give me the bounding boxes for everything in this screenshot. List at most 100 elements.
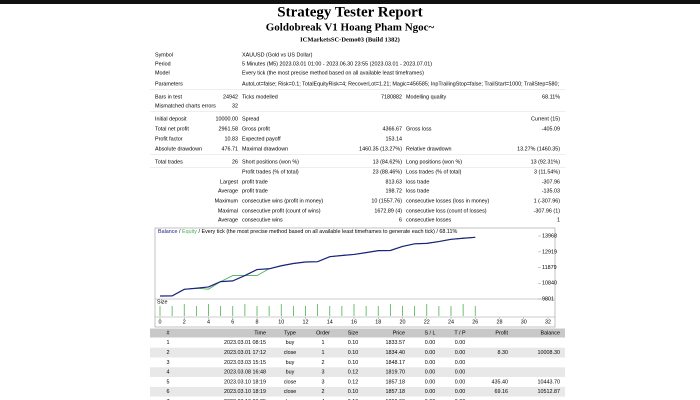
summary-cell: 476.71 bbox=[222, 146, 239, 152]
summary-cell: Every tick (the most precise method base… bbox=[242, 70, 424, 76]
summary-cell: 7180882 bbox=[381, 94, 402, 100]
table-cell: 2023.03.08 16:48 bbox=[224, 370, 266, 376]
table-cell: 0.00 bbox=[455, 389, 466, 395]
table-cell: 0.00 bbox=[455, 350, 466, 356]
summary-cell: Short positions (won %) bbox=[242, 159, 299, 165]
summary-cell: Ticks modelled bbox=[242, 94, 278, 100]
summary-cell: Profit factor bbox=[155, 136, 183, 142]
summary-cell: Bars in test bbox=[155, 94, 182, 100]
summary-cell: Gross profit bbox=[242, 126, 270, 132]
legend-entry: Equity bbox=[182, 229, 197, 235]
table-cell: 3 bbox=[167, 360, 170, 366]
table-cell: 0.00 bbox=[425, 360, 436, 366]
table-cell: 1834.40 bbox=[386, 350, 406, 356]
summary-cell: Maximum bbox=[215, 198, 239, 204]
summary-cell: 68.11% bbox=[542, 94, 560, 100]
x-tick-label: 18 bbox=[375, 319, 381, 325]
table-cell: buy bbox=[286, 340, 295, 346]
summary-cell: 813.63 bbox=[386, 179, 403, 185]
table-cell: 10443.70 bbox=[538, 379, 560, 385]
summary-cell: 6 bbox=[399, 217, 402, 223]
table-cell: 0.00 bbox=[455, 379, 466, 385]
table-cell: 0.00 bbox=[425, 340, 436, 346]
table-cell: 0.00 bbox=[425, 379, 436, 385]
summary-cell: -405.09 bbox=[542, 126, 560, 132]
summary-cell: 5 Minutes (M5) 2023.03.01 01:00 - 2023.0… bbox=[242, 61, 432, 67]
table-header-bg bbox=[150, 328, 565, 338]
summary-cell: Maximal bbox=[218, 208, 238, 214]
summary-cell: 1 bbox=[557, 217, 560, 223]
summary-cell: Gross loss bbox=[406, 126, 432, 132]
table-cell: 1 bbox=[322, 340, 325, 346]
x-tick-label: 22 bbox=[424, 319, 430, 325]
table-cell: 2023.03.03 15:15 bbox=[224, 360, 266, 366]
x-tick-label: 32 bbox=[545, 319, 551, 325]
summary-cell: loss trade bbox=[406, 179, 429, 185]
y-tick-label: 13968 bbox=[542, 233, 557, 239]
table-cell: 2 bbox=[167, 350, 170, 356]
summary-cell: Maximal drawdown bbox=[242, 146, 288, 152]
summary-cell: Average bbox=[218, 217, 238, 223]
table-cell: 0.12 bbox=[348, 370, 359, 376]
table-header-cell: Price bbox=[393, 330, 405, 336]
table-header-cell: T / P bbox=[454, 330, 466, 336]
table-header-cell: Size bbox=[348, 330, 359, 336]
summary-cell: Initial deposit bbox=[155, 116, 187, 122]
table-cell: 0.12 bbox=[348, 379, 359, 385]
summary-cell: profit trade bbox=[242, 179, 268, 185]
table-cell: 5 bbox=[167, 379, 170, 385]
table-cell: buy bbox=[286, 360, 295, 366]
legend: Balance / Equity / Every tick (the most … bbox=[158, 229, 457, 235]
summary-cell: profit trade bbox=[242, 188, 268, 194]
summary-cell: Relative drawdown bbox=[406, 146, 452, 152]
x-tick-label: 30 bbox=[521, 319, 527, 325]
summary-cell: Symbol bbox=[155, 52, 173, 58]
table-row-bg bbox=[150, 377, 565, 387]
summary-cell: -307.96 (1) bbox=[534, 208, 561, 214]
summary-cell: Long positions (won %) bbox=[406, 159, 462, 165]
table-row-bg bbox=[150, 386, 565, 397]
summary-cell: -135.03 bbox=[542, 188, 560, 194]
table-cell: 2023.03.01 17:12 bbox=[224, 350, 266, 356]
summary-cell: 32 bbox=[232, 103, 238, 109]
table-cell: 3 bbox=[322, 370, 325, 376]
table-cell: 1 bbox=[322, 350, 325, 356]
summary-cell: 1460.35 (13.27%) bbox=[359, 146, 402, 152]
table-cell: 69.16 bbox=[495, 389, 509, 395]
table-cell: 6 bbox=[167, 389, 170, 395]
table-cell: 1857.18 bbox=[386, 379, 406, 385]
legend-sep: / bbox=[177, 229, 182, 235]
summary-cell: Modelling quality bbox=[406, 94, 446, 100]
table-row-bg bbox=[150, 367, 565, 378]
summary-cell: Expected payoff bbox=[242, 136, 281, 142]
summary-cell: 26 bbox=[232, 159, 238, 165]
summary-cell: 1672.89 (4) bbox=[374, 208, 402, 214]
summary-cell: 3 (11.54%) bbox=[534, 169, 560, 175]
table-cell: 2 bbox=[322, 360, 325, 366]
summary-cell: 23 (88.46%) bbox=[373, 169, 403, 175]
table-header-cell: Balance bbox=[541, 330, 560, 336]
table-cell: 2023.03.01 08:15 bbox=[224, 340, 266, 346]
summary-cell: Spread bbox=[242, 116, 259, 122]
table-cell: 2 bbox=[322, 389, 325, 395]
y-tick-label: 10840 bbox=[542, 281, 557, 287]
x-tick-label: 6 bbox=[231, 319, 234, 325]
table-cell: 1848.17 bbox=[386, 360, 406, 366]
table-row-bg bbox=[150, 396, 565, 400]
summary-cell: -307.96 bbox=[542, 179, 560, 185]
summary-cell: 4366.67 bbox=[383, 126, 403, 132]
table-cell: 1 bbox=[167, 340, 170, 346]
summary-cell: Profit trades (% of total) bbox=[242, 169, 299, 175]
summary-cell: Loss trades (% of total) bbox=[406, 169, 462, 175]
table-header-cell: # bbox=[167, 330, 170, 336]
summary-cell: consecutive profit (count of wins) bbox=[242, 208, 321, 214]
table-cell: 3 bbox=[322, 379, 325, 385]
table-cell: 4 bbox=[167, 370, 170, 376]
x-tick-label: 0 bbox=[159, 319, 162, 325]
summary-cell: 2961.58 bbox=[219, 126, 239, 132]
summary-cell: consecutive wins (profit in money) bbox=[242, 198, 323, 204]
x-tick-label: 14 bbox=[327, 319, 333, 325]
summary-cell: consecutive wins bbox=[242, 217, 283, 223]
table-cell: 1819.70 bbox=[386, 370, 406, 376]
